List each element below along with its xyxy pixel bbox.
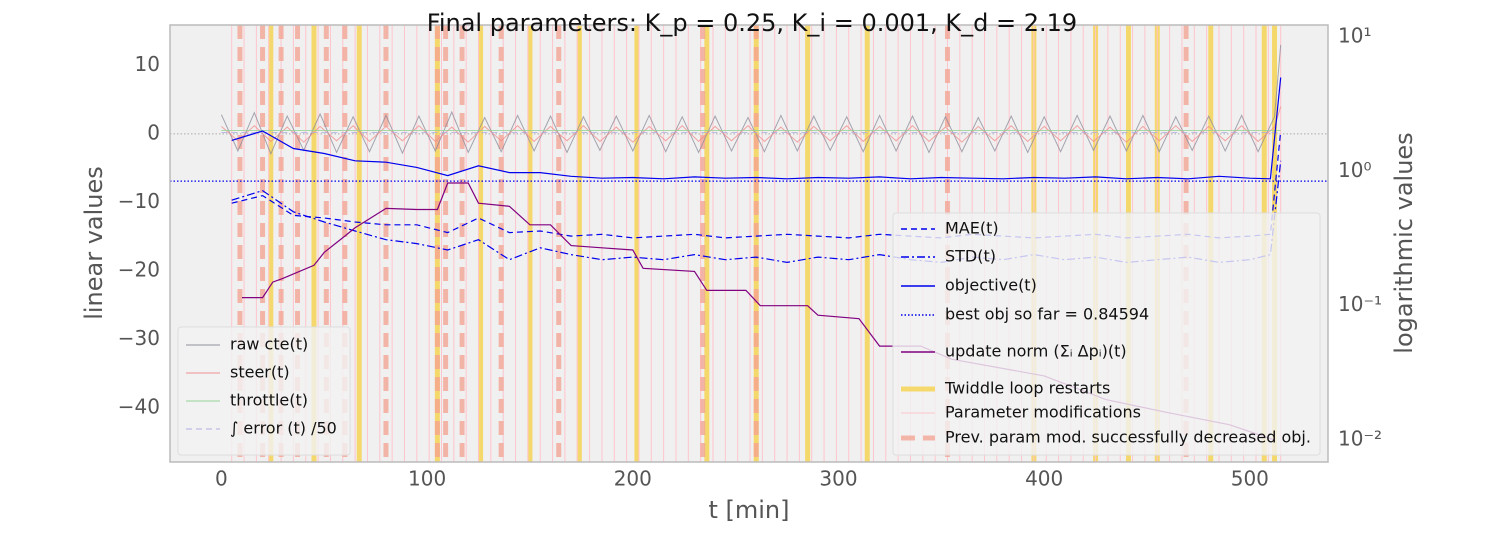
y2-tick-label: 10⁻¹ bbox=[1338, 292, 1382, 316]
x-tick-label: 400 bbox=[1025, 467, 1063, 491]
series-line bbox=[231, 130, 1282, 239]
x-axis-label: t [min] bbox=[708, 496, 789, 524]
legend-label: Twiddle loop restarts bbox=[944, 379, 1110, 398]
y-tick-label: −10 bbox=[118, 189, 160, 213]
y-tick-label: −20 bbox=[118, 257, 160, 281]
legend-label: best obj so far = 0.84594 bbox=[945, 305, 1149, 324]
series-line bbox=[221, 106, 1282, 143]
legend-label: objective(t) bbox=[945, 276, 1037, 295]
x-tick-label: 100 bbox=[408, 467, 446, 491]
y2-axis-label: logarithmic values bbox=[1390, 132, 1418, 353]
y-tick-label: 10 bbox=[135, 52, 160, 76]
y2-tick-label: 10⁰ bbox=[1338, 158, 1371, 182]
legend-box bbox=[892, 212, 1321, 456]
y2-tick-label: 10⁻² bbox=[1338, 427, 1382, 451]
plot-frame bbox=[169, 24, 1329, 463]
legend-label: raw cte(t) bbox=[230, 335, 308, 354]
legend-label: MAE(t) bbox=[945, 219, 999, 238]
series-line bbox=[220, 44, 1282, 156]
y-axis-label: linear values bbox=[80, 166, 108, 320]
legend-label: STD(t) bbox=[945, 247, 996, 266]
chart-title: Final parameters: K_p = 0.25, K_i = 0.00… bbox=[427, 9, 1077, 37]
x-tick-label: 300 bbox=[819, 467, 857, 491]
legend-label: ∫ error (t) /50 bbox=[230, 419, 337, 438]
legend-label: Prev. param mod. successfully decreased … bbox=[945, 428, 1311, 447]
y-tick-label: −30 bbox=[118, 326, 160, 350]
legend-label: Parameter modifications bbox=[945, 403, 1141, 422]
series-line bbox=[231, 77, 1282, 180]
legend-box bbox=[177, 326, 351, 456]
x-tick-label: 0 bbox=[215, 467, 228, 491]
y-tick-label: −40 bbox=[118, 394, 160, 418]
x-tick-label: 500 bbox=[1231, 467, 1269, 491]
legend-label: steer(t) bbox=[230, 363, 290, 382]
legend-label: update norm (Σᵢ Δpᵢ)(t) bbox=[945, 342, 1127, 361]
x-tick-label: 200 bbox=[614, 467, 652, 491]
y2-tick-label: 10¹ bbox=[1338, 24, 1371, 48]
legend-label: throttle(t) bbox=[230, 391, 308, 410]
y-tick-label: 0 bbox=[147, 120, 160, 144]
